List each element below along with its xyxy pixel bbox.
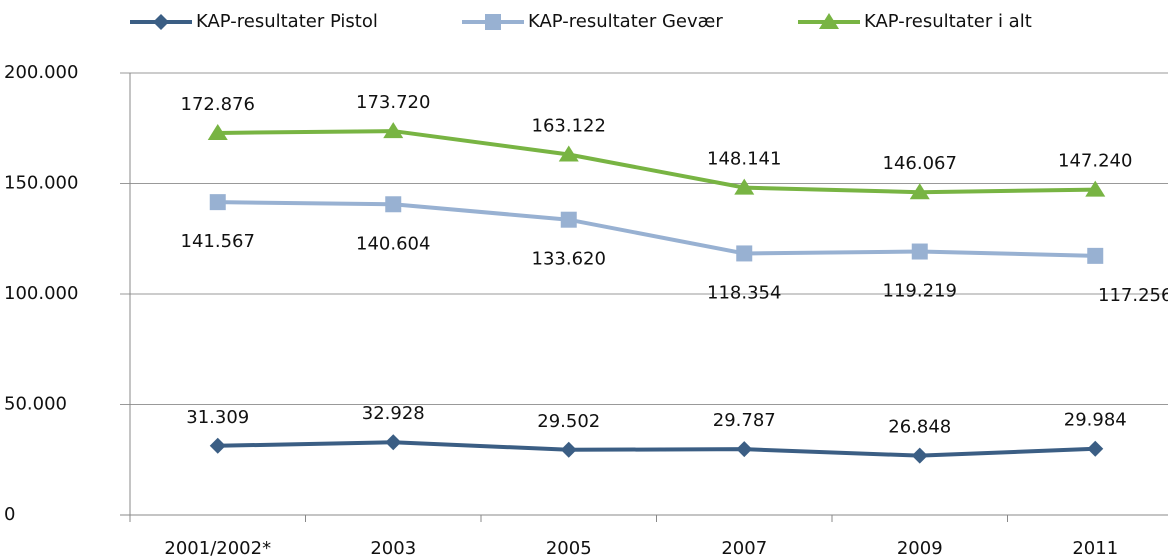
marker bbox=[383, 122, 404, 139]
x-tick-label: 2001/2002* bbox=[164, 538, 271, 559]
marker bbox=[1087, 440, 1104, 457]
data-label: 146.067 bbox=[883, 153, 957, 174]
marker bbox=[911, 243, 928, 260]
marker bbox=[485, 14, 501, 30]
marker bbox=[560, 441, 577, 458]
data-label: 148.141 bbox=[707, 149, 781, 170]
legend-label: KAP-resultater i alt bbox=[864, 11, 1032, 32]
x-tick-label: 2003 bbox=[370, 538, 416, 559]
marker bbox=[153, 14, 169, 30]
data-label: 119.219 bbox=[883, 281, 957, 302]
marker bbox=[1087, 247, 1104, 264]
series-line bbox=[217, 129, 1096, 195]
data-label: 172.876 bbox=[181, 94, 255, 115]
series-line bbox=[217, 440, 1096, 458]
marker bbox=[909, 183, 930, 200]
data-label: 140.604 bbox=[356, 233, 430, 254]
data-label: 29.787 bbox=[713, 410, 776, 431]
legend-label: KAP-resultater Gevær bbox=[528, 11, 723, 32]
x-tick-label: 2009 bbox=[897, 538, 943, 559]
y-tick-label: 0 bbox=[4, 504, 15, 525]
x-tick-label: 2011 bbox=[1072, 538, 1118, 559]
data-label: 31.309 bbox=[186, 407, 249, 428]
marker bbox=[734, 178, 755, 195]
y-tick-label: 150.000 bbox=[4, 173, 78, 194]
marker bbox=[558, 145, 579, 162]
marker bbox=[207, 123, 228, 140]
x-tick-label: 2005 bbox=[546, 538, 592, 559]
data-label: 117.256 bbox=[1098, 285, 1168, 306]
data-label: 147.240 bbox=[1058, 151, 1132, 172]
data-label: 26.848 bbox=[888, 417, 951, 438]
marker bbox=[736, 441, 753, 458]
data-label: 32.928 bbox=[362, 403, 425, 424]
x-tick-label: 2007 bbox=[721, 538, 767, 559]
y-tick-label: 100.000 bbox=[4, 283, 78, 304]
marker bbox=[1085, 180, 1106, 197]
marker bbox=[209, 437, 226, 454]
y-tick-label: 50.000 bbox=[4, 394, 67, 415]
data-label: 29.984 bbox=[1064, 410, 1127, 431]
marker bbox=[385, 434, 402, 451]
series-line bbox=[217, 200, 1096, 258]
marker bbox=[560, 211, 577, 228]
data-label: 29.502 bbox=[537, 411, 600, 432]
marker bbox=[385, 196, 402, 213]
marker bbox=[911, 447, 928, 464]
data-label: 163.122 bbox=[532, 116, 606, 137]
data-label: 118.354 bbox=[707, 282, 781, 303]
legend-label: KAP-resultater Pistol bbox=[196, 11, 378, 32]
marker bbox=[819, 13, 839, 29]
y-tick-label: 200.000 bbox=[4, 62, 78, 83]
marker bbox=[736, 245, 753, 262]
data-label: 173.720 bbox=[356, 92, 430, 113]
data-label: 133.620 bbox=[532, 249, 606, 270]
marker bbox=[209, 194, 226, 211]
data-label: 141.567 bbox=[181, 231, 255, 252]
